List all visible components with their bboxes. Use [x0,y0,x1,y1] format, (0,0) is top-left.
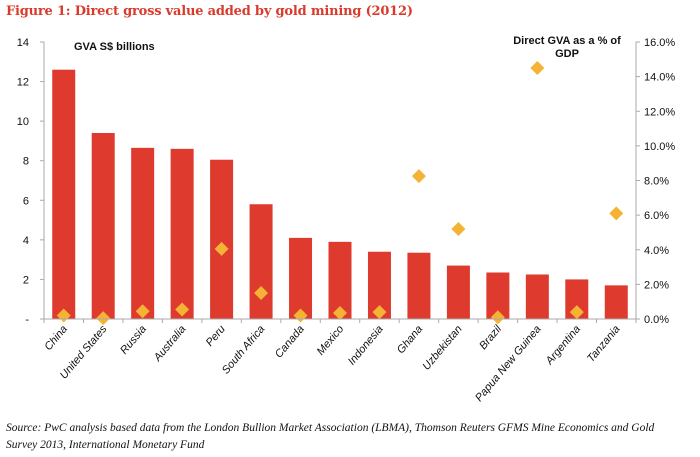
right-axis-tick-label: 0.0% [644,314,669,326]
diamond-marker [530,60,545,75]
category-label: China [42,323,70,353]
bar [289,237,313,319]
diamond-marker [451,221,466,236]
bar [604,285,628,319]
diamond-marker [135,304,150,319]
category-label: Ghana [395,323,425,356]
right-axis: 0.0% 2.0% 4.0% 6.0% 8.0% 10.0% 12.0% 14.0% 16.0% [635,37,675,326]
bar [170,148,194,319]
category-label: Mexico [315,323,347,357]
left-axis-tick-label: 14 [17,37,29,49]
diamond-marker [333,305,347,320]
left-axis-title: GVA S$ billions [74,41,155,53]
right-axis-tick-label: 10.0% [644,141,675,153]
diamond-marker [609,206,624,221]
bar [565,279,589,319]
bar [486,272,510,319]
diamond-marker [490,310,505,325]
bar [131,147,155,319]
right-axis-title-line2: GDP [555,48,579,60]
bar [91,133,115,319]
category-label: Tanzania [585,323,623,365]
diamond-marker [411,169,426,184]
source-note: Source: PwC analysis based data from the… [6,422,655,451]
bar [407,252,431,319]
diamond-marker [214,241,229,256]
category-label: Russia [118,323,149,356]
chart: - 2 4 6 8 10 12 14 0.0% 2.0% 4.0% 6.0% 8.0% 10.0% 12.… [17,35,676,404]
left-axis: - 2 4 6 8 10 12 14 [17,37,45,326]
right-axis-tick-label: 4.0% [644,245,669,257]
right-axis-tick-label: 16.0% [644,37,675,49]
left-axis-tick-label: 8 [23,156,29,168]
diamond-marker [372,305,387,320]
right-axis-tick-label: 14.0% [644,72,675,84]
left-axis-tick-label: 12 [17,77,29,89]
right-axis-tick-label: 6.0% [644,210,669,222]
right-axis-tick-label: 12.0% [644,106,675,118]
bar [525,274,549,319]
left-axis-tick-label: 10 [17,116,29,128]
left-axis-tick-label: 2 [23,274,29,286]
bar [249,204,273,319]
category-label: Indonesia [346,323,386,367]
bar [328,241,352,319]
right-axis-title-line1: Direct GVA as a % of [513,35,621,47]
diamond-marker [254,286,269,301]
category-label: Australia [151,323,188,364]
left-axis-tick-label: 4 [23,235,29,247]
left-axis-tick-label: - [25,314,29,326]
right-axis-tick-label: 8.0% [644,176,669,188]
category-label: Brazil [477,323,504,352]
bar-series [52,69,628,319]
bar [210,159,234,319]
bar [367,251,391,319]
diamond-marker [569,305,584,320]
category-label: Canada [273,323,307,360]
left-axis-tick-label: 6 [23,195,29,207]
figure-title: Figure 1: Direct gross value added by go… [6,4,413,19]
category-label: Argentina [543,323,583,368]
diamond-marker [175,302,190,317]
category-label: Peru [204,323,228,349]
diamond-marker [96,311,111,326]
bar [52,69,76,319]
right-axis-tick-label: 2.0% [644,279,669,291]
category-label: Uzbekistan [421,323,465,372]
bar [446,265,470,319]
